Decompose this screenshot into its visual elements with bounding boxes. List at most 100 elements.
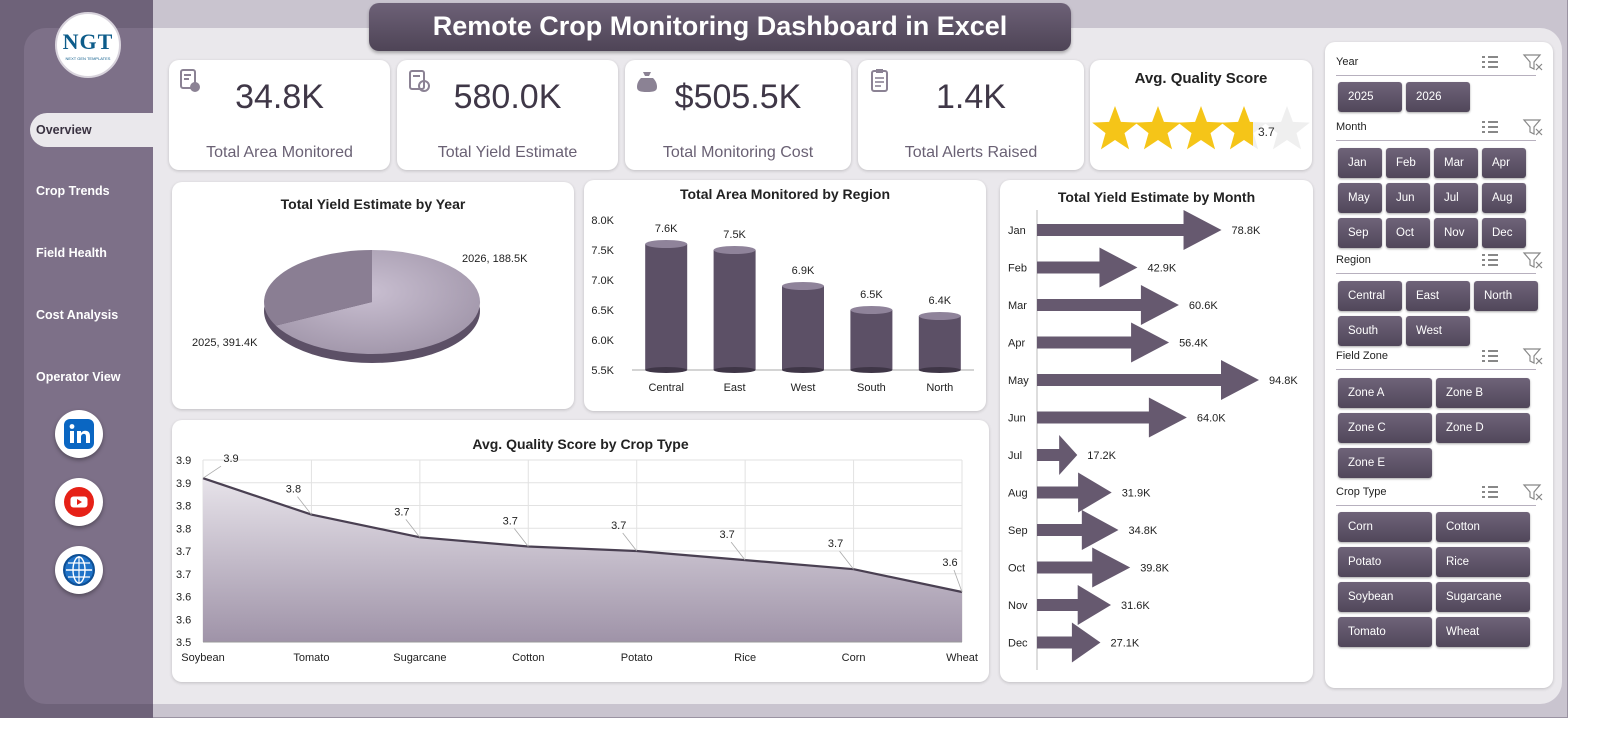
y-tick-label: 3.7	[176, 546, 191, 558]
leader-line	[622, 532, 638, 552]
bar-data-label: 64.0K	[1197, 413, 1226, 425]
slicer-option-potato[interactable]: Potato	[1338, 547, 1432, 577]
clear-filter-icon[interactable]	[1522, 252, 1543, 269]
x-tick-label: Corn	[842, 652, 866, 664]
bar-data-label: 27.1K	[1110, 638, 1139, 650]
slicer-option-zone-d[interactable]: Zone D	[1436, 413, 1530, 443]
clear-filter-icon[interactable]	[1522, 119, 1543, 136]
nav-crop-trends[interactable]: Crop Trends	[36, 184, 110, 198]
slicer-option-wheat[interactable]: Wheat	[1436, 617, 1530, 647]
y-tick-label: 3.8	[176, 523, 191, 535]
slicer-option-rice[interactable]: Rice	[1436, 547, 1530, 577]
slicer-controls	[1482, 252, 1543, 269]
nav-overview[interactable]: Overview	[30, 113, 153, 147]
slicer-option-dec[interactable]: Dec	[1482, 218, 1526, 248]
slicer-option-south[interactable]: South	[1338, 316, 1402, 346]
slicer-option-mar[interactable]: Mar	[1434, 148, 1478, 178]
slicer-controls	[1482, 119, 1543, 136]
leader-line	[297, 496, 312, 515]
slicer-option-apr[interactable]: Apr	[1482, 148, 1526, 178]
chart-card-area-by-region: Total Area Monitored by Region 8.0K 7.5K 7…	[584, 180, 986, 411]
multi-select-icon[interactable]	[1482, 254, 1498, 266]
chart-title-yield-by-month: Total Yield Estimate by Month	[1057, 189, 1256, 205]
youtube-icon	[64, 487, 94, 517]
slicer-option-jun[interactable]: Jun	[1386, 183, 1430, 213]
y-tick-label: 3.6	[176, 592, 191, 604]
multi-select-icon[interactable]	[1482, 121, 1498, 133]
quality-score-value: 3.7	[1258, 125, 1275, 139]
globe-icon	[63, 554, 95, 586]
website-button[interactable]	[55, 546, 103, 594]
nav-field-health[interactable]: Field Health	[36, 246, 107, 260]
slicer-option-zone-e[interactable]: Zone E	[1338, 448, 1432, 478]
point-data-label: 3.7	[611, 520, 626, 532]
slicer-option-2025[interactable]: 2025	[1338, 82, 1402, 112]
slicer-option-north[interactable]: North	[1474, 281, 1538, 311]
region-bar-chart: 8.0K 7.5K 7.0K 6.5K 6.0K 5.5K 7.6K Central 7.5K E…	[591, 215, 974, 394]
month-arrow-bar	[1037, 285, 1179, 325]
series-line	[202, 477, 963, 594]
slicer-option-sugarcane[interactable]: Sugarcane	[1436, 582, 1530, 612]
bar	[645, 244, 688, 370]
slicer-option-west[interactable]: West	[1406, 316, 1470, 346]
multi-select-icon[interactable]	[1482, 486, 1498, 498]
slicer-option-aug[interactable]: Aug	[1482, 183, 1526, 213]
multi-select-icon[interactable]	[1482, 350, 1498, 362]
slicer-option-tomato[interactable]: Tomato	[1338, 617, 1432, 647]
youtube-button[interactable]	[55, 478, 103, 526]
slicer-option-zone-b[interactable]: Zone B	[1436, 378, 1530, 408]
ngt-logo[interactable]: NGT NEXT GEN TEMPLATES	[55, 12, 121, 78]
bar-cap	[645, 240, 688, 248]
slicer-divider	[1336, 369, 1536, 370]
slicer-option-oct[interactable]: Oct	[1386, 218, 1430, 248]
slicer-option-sep[interactable]: Sep	[1338, 218, 1382, 248]
clear-filter-icon[interactable]	[1522, 348, 1543, 365]
slicer-option-feb[interactable]: Feb	[1386, 148, 1430, 178]
slicer-option-zone-c[interactable]: Zone C	[1338, 413, 1432, 443]
slicer-option-soybean[interactable]: Soybean	[1338, 582, 1432, 612]
month-arrow-bar	[1037, 247, 1138, 288]
slicer-divider	[1336, 75, 1536, 76]
nav-cost-analysis[interactable]: Cost Analysis	[36, 308, 119, 322]
bar	[713, 250, 756, 370]
slicer-option-jan[interactable]: Jan	[1338, 148, 1382, 178]
area-icon	[180, 69, 200, 92]
y-tick-label: Aug	[1008, 488, 1028, 500]
kpi-value-cost: $505.5K	[674, 78, 802, 116]
quality-score-card: Avg. Quality Score 3.7	[1090, 60, 1312, 170]
slicer-controls	[1482, 348, 1543, 365]
clear-filter-icon[interactable]	[1522, 54, 1543, 71]
y-tick-label: 6.0K	[591, 335, 614, 347]
bar-data-label: 17.2K	[1087, 450, 1116, 462]
slicer-option-zone-a[interactable]: Zone A	[1338, 378, 1432, 408]
clear-filter-icon[interactable]	[1522, 484, 1543, 501]
bar-base	[850, 367, 893, 373]
x-tick-label: South	[857, 382, 886, 394]
chart-card-quality-by-crop: Avg. Quality Score by Crop Type 3.9 3.9 3.…	[172, 420, 989, 682]
slicer-title: Field Zone	[1336, 350, 1388, 362]
month-arrow-bar	[1037, 547, 1131, 588]
quality-score-title: Avg. Quality Score	[1134, 70, 1268, 87]
slicer-option-east[interactable]: East	[1406, 281, 1470, 311]
slicer-option-jul[interactable]: Jul	[1434, 183, 1478, 213]
slicer-option-2026[interactable]: 2026	[1406, 82, 1470, 112]
month-arrow-bar	[1037, 360, 1259, 400]
nav-operator-view[interactable]: Operator View	[36, 370, 121, 384]
pie-label: 2026, 188.5K	[462, 253, 528, 265]
slicer-option-cotton[interactable]: Cotton	[1436, 512, 1530, 542]
slicer-option-nov[interactable]: Nov	[1434, 218, 1478, 248]
slicer-option-may[interactable]: May	[1338, 183, 1382, 213]
linkedin-button[interactable]	[55, 410, 103, 458]
month-arrow-bar	[1037, 510, 1119, 550]
x-tick-label: Sugarcane	[393, 652, 446, 664]
y-tick-label: Sep	[1008, 525, 1028, 537]
slicer-option-corn[interactable]: Corn	[1338, 512, 1432, 542]
slicer-option-central[interactable]: Central	[1338, 281, 1402, 311]
point-data-label: 3.7	[719, 529, 734, 541]
multi-select-icon[interactable]	[1482, 56, 1498, 68]
bar-data-label: 60.6K	[1189, 300, 1218, 312]
bar-data-label: 6.5K	[860, 289, 883, 301]
y-tick-label: 5.5K	[591, 365, 614, 377]
money-bag-icon	[637, 72, 657, 92]
point-data-label: 3.7	[828, 538, 843, 550]
